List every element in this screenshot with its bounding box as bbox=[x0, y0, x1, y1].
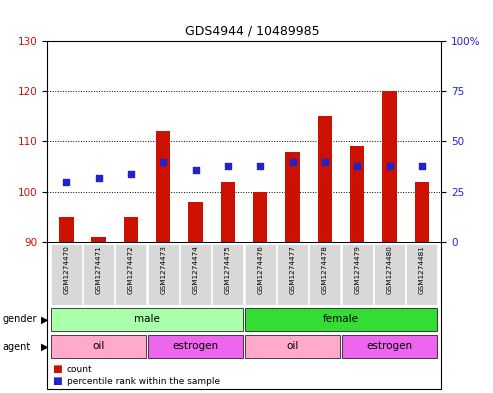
Bar bbox=[285, 151, 300, 242]
Bar bbox=[156, 131, 171, 242]
Point bbox=[386, 162, 393, 169]
Text: count: count bbox=[67, 365, 92, 374]
Bar bbox=[317, 116, 332, 242]
Bar bbox=[91, 237, 106, 242]
Point bbox=[288, 158, 296, 165]
Text: percentile rank within the sample: percentile rank within the sample bbox=[67, 377, 220, 386]
Text: female: female bbox=[323, 314, 359, 324]
Bar bbox=[382, 91, 397, 242]
Text: GSM1274471: GSM1274471 bbox=[96, 246, 102, 294]
Bar bbox=[415, 182, 429, 242]
Point bbox=[224, 162, 232, 169]
Text: GSM1274470: GSM1274470 bbox=[63, 246, 69, 294]
Bar bbox=[148, 244, 179, 305]
Bar bbox=[277, 244, 308, 305]
Bar bbox=[374, 244, 405, 305]
Text: ■: ■ bbox=[52, 364, 62, 374]
Text: GSM1274481: GSM1274481 bbox=[419, 246, 425, 294]
Text: GSM1274478: GSM1274478 bbox=[322, 246, 328, 294]
Bar bbox=[51, 335, 146, 358]
Point bbox=[95, 174, 103, 181]
Bar bbox=[59, 217, 73, 242]
Text: ▶: ▶ bbox=[41, 342, 48, 352]
Text: gender: gender bbox=[2, 314, 37, 324]
Bar bbox=[309, 244, 340, 305]
Bar bbox=[212, 244, 244, 305]
Point bbox=[418, 162, 426, 169]
Text: GSM1274477: GSM1274477 bbox=[289, 246, 295, 294]
Text: GSM1274479: GSM1274479 bbox=[354, 246, 360, 294]
Bar bbox=[220, 182, 235, 242]
Text: oil: oil bbox=[92, 341, 105, 351]
Bar bbox=[245, 244, 276, 305]
Text: oil: oil bbox=[286, 341, 299, 351]
Text: ■: ■ bbox=[52, 376, 62, 386]
Point bbox=[159, 158, 167, 165]
Point bbox=[256, 162, 264, 169]
Text: ▶: ▶ bbox=[41, 314, 48, 324]
Text: agent: agent bbox=[2, 342, 31, 352]
Bar bbox=[115, 244, 146, 305]
Point bbox=[127, 171, 135, 177]
Bar bbox=[253, 191, 268, 242]
Text: estrogen: estrogen bbox=[173, 341, 218, 351]
Point bbox=[192, 166, 200, 173]
Bar bbox=[342, 244, 373, 305]
Text: GSM1274472: GSM1274472 bbox=[128, 246, 134, 294]
Bar bbox=[51, 308, 244, 331]
Bar bbox=[350, 147, 364, 242]
Bar bbox=[406, 244, 437, 305]
Text: GSM1274474: GSM1274474 bbox=[193, 246, 199, 294]
Bar bbox=[51, 244, 82, 305]
Text: estrogen: estrogen bbox=[366, 341, 413, 351]
Text: GSM1274473: GSM1274473 bbox=[160, 246, 166, 294]
Bar bbox=[83, 244, 114, 305]
Bar bbox=[245, 308, 437, 331]
Point bbox=[353, 162, 361, 169]
Bar bbox=[148, 335, 244, 358]
Text: GSM1274476: GSM1274476 bbox=[257, 246, 263, 294]
Point bbox=[62, 178, 70, 185]
Text: GDS4944 / 10489985: GDS4944 / 10489985 bbox=[185, 24, 319, 37]
Text: GSM1274475: GSM1274475 bbox=[225, 246, 231, 294]
Bar bbox=[342, 335, 437, 358]
Bar bbox=[124, 217, 138, 242]
Bar bbox=[188, 202, 203, 242]
Text: male: male bbox=[134, 314, 160, 324]
Point bbox=[321, 158, 329, 165]
Text: GSM1274480: GSM1274480 bbox=[387, 246, 392, 294]
Bar bbox=[180, 244, 211, 305]
Bar bbox=[245, 335, 340, 358]
